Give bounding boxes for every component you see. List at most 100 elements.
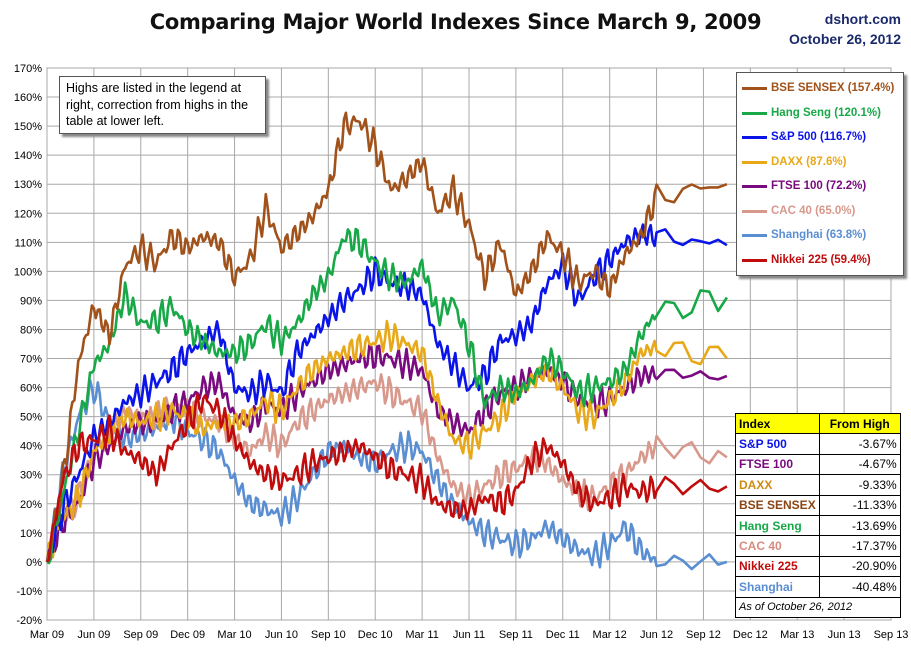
legend-swatch	[742, 136, 767, 139]
legend-label: Nikkei 225 (59.4%)	[771, 253, 871, 266]
table-cell-from-high: -17.37%	[818, 535, 901, 557]
chart-title: Comparing Major World Indexes Since Marc…	[149, 10, 762, 34]
table-row: Shanghai -40.48%	[735, 576, 901, 598]
legend-label: Hang Seng (120.1%)	[771, 106, 881, 119]
table-row: Hang Seng -13.69%	[735, 514, 901, 537]
legend-label: CAC 40 (65.0%)	[771, 204, 856, 217]
x-tick-label: Mar 10	[217, 629, 251, 641]
legend: BSE SENSEX (157.4%) Hang Seng (120.1%) S&P…	[736, 72, 904, 276]
x-tick-label: Mar 13	[780, 629, 814, 641]
y-tick-label: 20%	[20, 499, 42, 511]
y-tick-label: 160%	[14, 92, 42, 104]
legend-item: Nikkei 225 (59.4%)	[737, 248, 903, 273]
table-cell-index: FTSE 100	[735, 453, 820, 476]
table-row: Nikkei 225 -20.90%	[735, 555, 901, 578]
x-tick-label: Mar 11	[405, 629, 438, 641]
table-cell-from-high: -11.33%	[818, 494, 901, 516]
legend-swatch	[742, 160, 767, 164]
table-cell-index: Hang Seng	[735, 514, 820, 537]
y-tick-label: 80%	[20, 324, 42, 336]
x-tick-label: Sep 11	[499, 629, 533, 641]
legend-swatch	[742, 185, 767, 188]
table-cell-index: S&P 500	[735, 433, 820, 455]
y-tick-label: 30%	[20, 470, 42, 482]
y-tick-label: 50%	[20, 412, 42, 424]
table-cell-from-high: -4.67%	[818, 453, 901, 476]
x-tick-label: Jun 09	[77, 629, 110, 641]
y-tick-label: 150%	[14, 121, 42, 133]
table-row: DAXX -9.33%	[735, 474, 901, 496]
y-tick-label: 60%	[20, 383, 42, 395]
y-tick-label: 40%	[20, 441, 42, 453]
correction-table: Index From High S&P 500 -3.67% FTSE 100 -4.…	[735, 412, 901, 618]
y-tick-label: -10%	[16, 586, 42, 598]
table-row: FTSE 100 -4.67%	[735, 453, 901, 476]
table-footnote: As of October 26, 2012	[735, 596, 901, 618]
table-header-from-high: From High	[818, 412, 901, 435]
legend-label: DAXX (87.6%)	[771, 155, 847, 168]
legend-item: Shanghai (63.8%)	[737, 223, 903, 248]
table-cell-from-high: -3.67%	[818, 433, 901, 455]
y-tick-label: 100%	[14, 266, 42, 278]
x-tick-label: Dec 12	[733, 629, 768, 641]
y-tick-label: 140%	[14, 150, 42, 162]
series-line-s-p-500	[45, 223, 728, 563]
legend-item: Hang Seng (120.1%)	[737, 101, 903, 126]
legend-item: FTSE 100 (72.2%)	[737, 174, 903, 199]
y-tick-label: 110%	[15, 237, 43, 249]
legend-swatch	[742, 209, 767, 213]
table-cell-index: Nikkei 225	[735, 555, 820, 578]
legend-label: S&P 500 (116.7%)	[771, 131, 867, 143]
x-tick-label: Sep 12	[686, 629, 721, 641]
legend-label: FTSE 100 (72.2%)	[771, 180, 867, 192]
legend-label: Shanghai (63.8%)	[771, 229, 867, 241]
table-cell-index: Shanghai	[735, 576, 820, 598]
x-tick-label: Jun 11	[453, 629, 485, 641]
table-cell-index: DAXX	[735, 474, 820, 496]
table-cell-from-high: -9.33%	[818, 474, 901, 496]
series-line-bse-sensex	[45, 111, 728, 563]
x-tick-label: Sep 09	[123, 629, 158, 641]
y-tick-label: 70%	[20, 354, 42, 366]
legend-item: DAXX (87.6%)	[737, 150, 903, 175]
legend-label: BSE SENSEX (157.4%)	[771, 82, 895, 94]
x-tick-label: Mar 09	[30, 629, 64, 641]
source-block: dshort.com October 26, 2012	[789, 9, 901, 49]
x-tick-label: Mar 12	[593, 629, 627, 641]
x-tick-label: Dec 09	[170, 629, 205, 641]
source-label: dshort.com	[824, 11, 901, 27]
series-line-cac-40	[45, 373, 728, 563]
x-tick-label: Jun 12	[640, 629, 673, 641]
x-tick-label: Jun 13	[828, 629, 861, 641]
table-cell-from-high: -40.48%	[818, 576, 901, 598]
x-tick-label: Dec 10	[358, 629, 393, 641]
legend-item: BSE SENSEX (157.4%)	[737, 76, 903, 101]
table-cell-from-high: -13.69%	[818, 514, 901, 537]
y-tick-label: 0%	[26, 557, 42, 569]
table-row: BSE SENSEX -11.33%	[735, 494, 901, 516]
series-line-hang-seng	[46, 227, 728, 565]
y-tick-label: -20%	[16, 615, 42, 627]
table-header-index: Index	[735, 412, 820, 435]
legend-item: S&P 500 (116.7%)	[737, 125, 903, 150]
table-cell-index: BSE SENSEX	[735, 494, 820, 516]
table-cell-index: CAC 40	[735, 535, 820, 557]
legend-swatch	[742, 258, 767, 262]
y-tick-label: 90%	[20, 295, 42, 307]
y-tick-label: 10%	[20, 528, 42, 540]
table-row: S&P 500 -3.67%	[735, 433, 901, 455]
series-line-nikkei-225	[46, 393, 728, 563]
table-cell-from-high: -20.90%	[818, 555, 901, 578]
legend-swatch	[742, 111, 767, 115]
legend-item: CAC 40 (65.0%)	[737, 199, 903, 224]
table-row: CAC 40 -17.37%	[735, 535, 901, 557]
y-tick-label: 170%	[14, 63, 42, 75]
y-tick-label: 120%	[14, 208, 42, 220]
table-header-row: Index From High	[735, 412, 901, 435]
date-label: October 26, 2012	[788, 31, 901, 47]
legend-swatch	[742, 234, 767, 237]
y-tick-label: 130%	[14, 179, 42, 191]
x-tick-label: Sep 10	[311, 629, 346, 641]
series-line-daxx	[45, 319, 728, 563]
